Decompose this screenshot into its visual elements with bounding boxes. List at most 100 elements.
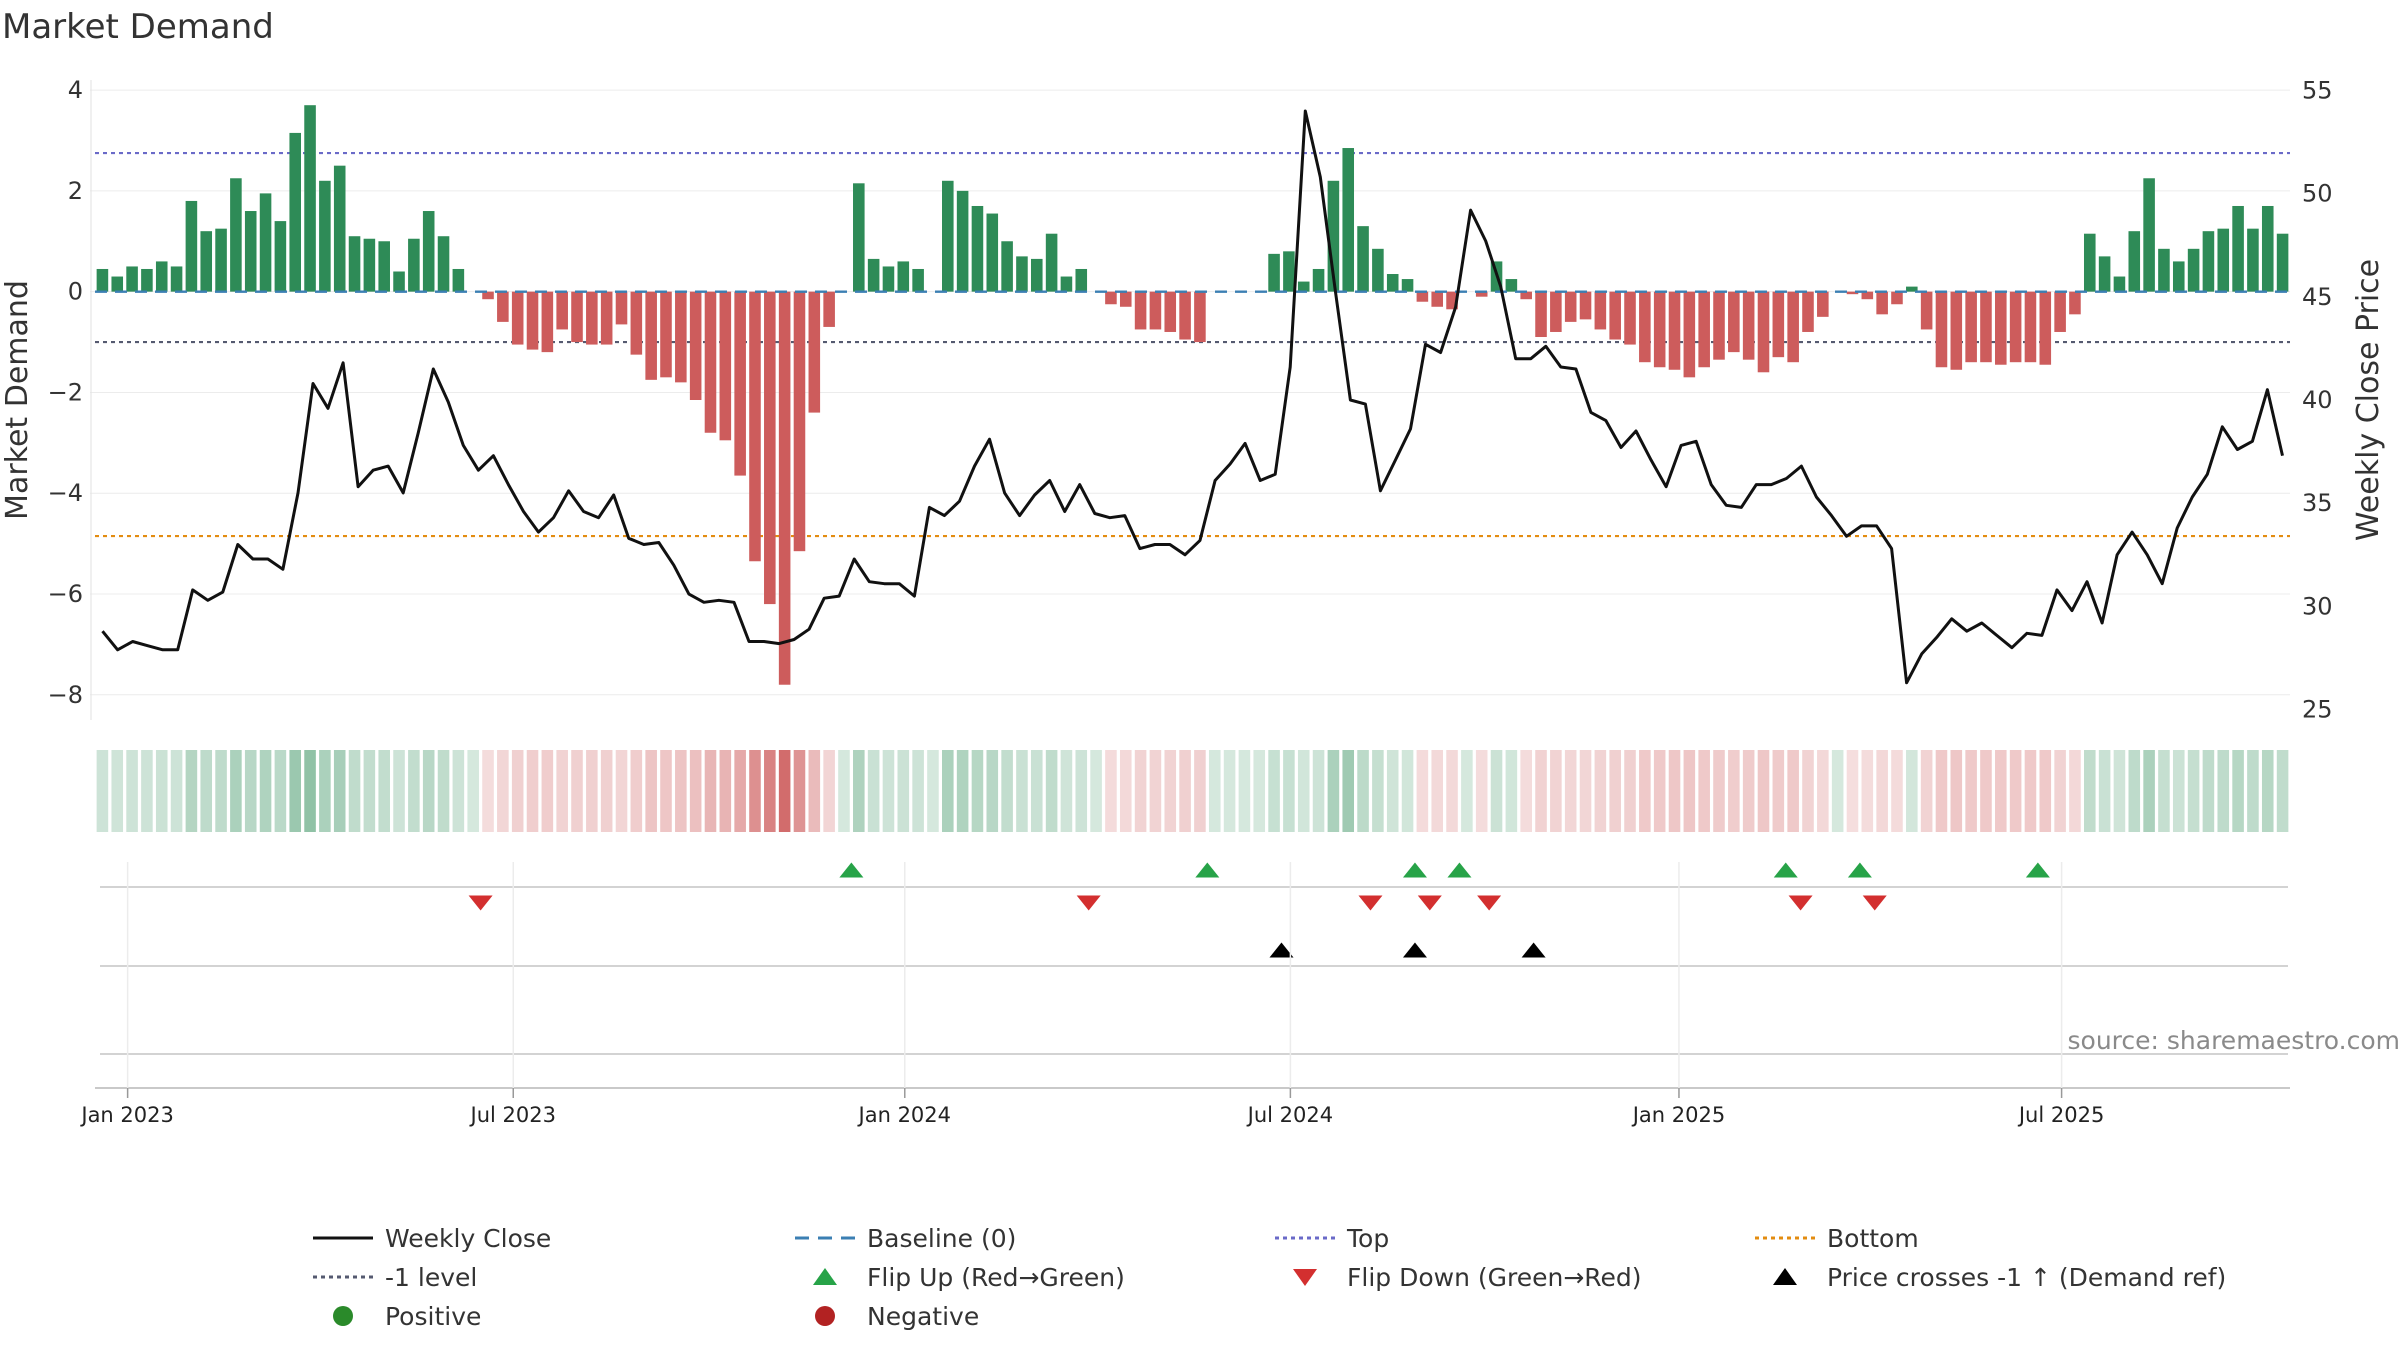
strip-cell xyxy=(1045,750,1058,832)
demand-bar xyxy=(2143,178,2155,292)
left-y-axis-label: Market Demand xyxy=(0,280,35,520)
right-y-tick-label: 25 xyxy=(2302,696,2333,724)
demand-bar xyxy=(408,238,420,292)
demand-bar xyxy=(1045,233,1058,292)
strip-cell xyxy=(111,750,124,832)
demand-bar xyxy=(2276,233,2289,292)
strip-cell xyxy=(1965,750,1977,832)
strip-cell xyxy=(1995,750,2007,832)
demand-bar xyxy=(1891,291,1903,305)
flip-down-marker xyxy=(1417,895,1442,911)
demand-bar xyxy=(1357,226,1369,292)
strip-cell xyxy=(882,750,895,832)
strip-cell xyxy=(333,750,346,832)
strip-cell xyxy=(1520,750,1532,832)
demand-bar xyxy=(1609,291,1621,340)
demand-bar xyxy=(348,236,361,292)
flip-down-marker xyxy=(1788,895,1813,911)
demand-bar xyxy=(422,211,435,292)
strip-cell xyxy=(274,750,287,832)
strip-cell xyxy=(378,750,390,832)
demand-bar xyxy=(1312,268,1325,292)
demand-bar xyxy=(2113,276,2126,292)
strip-cell xyxy=(244,750,257,832)
right-y-axis-label: Weekly Close Price xyxy=(2351,259,2386,541)
demand-bar xyxy=(1950,291,1963,370)
price-cross-marker xyxy=(1521,942,1546,958)
flip-down-marker xyxy=(1358,895,1383,911)
demand-bar xyxy=(1535,291,1547,338)
strip-cell xyxy=(1950,750,1963,832)
strip-cell xyxy=(526,750,539,832)
date-tick-label: Jul 2023 xyxy=(469,1103,556,1127)
demand-bar xyxy=(1594,291,1607,330)
demand-bar xyxy=(1906,286,1918,292)
demand-bar xyxy=(749,291,761,562)
strip-cell xyxy=(2143,750,2155,832)
strip-cell xyxy=(1564,750,1577,832)
flip-down-marker xyxy=(1862,895,1887,911)
strip-cell xyxy=(393,750,405,832)
strip-cell xyxy=(2261,750,2274,832)
price-line-group xyxy=(101,109,2284,685)
price-cross-marker xyxy=(1269,942,1294,958)
demand-bar xyxy=(1668,291,1681,370)
demand-bar xyxy=(1016,256,1028,292)
strip-cell xyxy=(1980,750,1992,832)
demand-bar xyxy=(1550,291,1562,332)
flip-up-marker xyxy=(2025,862,2050,878)
strip-cell xyxy=(363,750,376,832)
strip-cell xyxy=(2128,750,2141,832)
strip-cell xyxy=(2247,750,2259,832)
demand-bar xyxy=(2232,205,2244,292)
demand-bar xyxy=(986,213,999,292)
left-y-tick-label: −6 xyxy=(48,580,83,608)
strip-cell xyxy=(1876,750,1888,832)
demand-bar xyxy=(808,291,821,413)
demand-bar xyxy=(1742,291,1755,360)
flip-up-marker xyxy=(1847,862,1872,878)
demand-bar xyxy=(2158,248,2170,292)
demand-bar xyxy=(1920,291,1933,330)
strip-cell xyxy=(1698,750,1710,832)
strip-cell xyxy=(927,750,939,832)
strip-cell xyxy=(1831,750,1844,832)
strip-cell xyxy=(956,750,969,832)
strip-cell xyxy=(2172,750,2185,832)
strip-cell xyxy=(1817,750,1829,832)
demand-bar xyxy=(1935,291,1948,368)
demand-bar xyxy=(482,291,494,300)
date-tick-label: Jan 2023 xyxy=(79,1103,174,1127)
demand-bar xyxy=(215,228,227,292)
demand-bar xyxy=(971,205,984,292)
legend: Weekly Close Baseline (0) Top Bottom -1 leve… xyxy=(313,1224,2226,1331)
strip-cell xyxy=(1668,750,1681,832)
demand-bar xyxy=(230,178,242,292)
demand-bar xyxy=(1105,291,1117,305)
strip-cell xyxy=(2069,750,2081,832)
demand-color-strip xyxy=(96,750,2289,832)
demand-bar xyxy=(2217,228,2230,292)
strip-cell xyxy=(1609,750,1621,832)
strip-cell xyxy=(1342,750,1355,832)
demand-bar xyxy=(126,266,138,292)
strip-cell xyxy=(1312,750,1325,832)
strip-cell xyxy=(1283,750,1295,832)
demand-bar xyxy=(497,291,509,322)
flip-down-marker xyxy=(1477,895,1502,911)
strip-cell xyxy=(778,750,791,832)
strip-cell xyxy=(155,750,168,832)
demand-bar xyxy=(141,268,153,292)
strip-cell xyxy=(1490,750,1503,832)
strip-cell xyxy=(437,750,450,832)
demand-bar xyxy=(719,291,732,441)
right-y-tick-label: 35 xyxy=(2302,489,2333,517)
demand-bar xyxy=(2128,231,2141,292)
demand-bar xyxy=(1520,291,1532,300)
legend-swatch-circle xyxy=(333,1306,353,1326)
demand-bar xyxy=(155,261,168,292)
demand-bar xyxy=(2024,291,2037,363)
demand-bar xyxy=(378,241,390,292)
legend-label: Top xyxy=(1346,1224,1389,1253)
